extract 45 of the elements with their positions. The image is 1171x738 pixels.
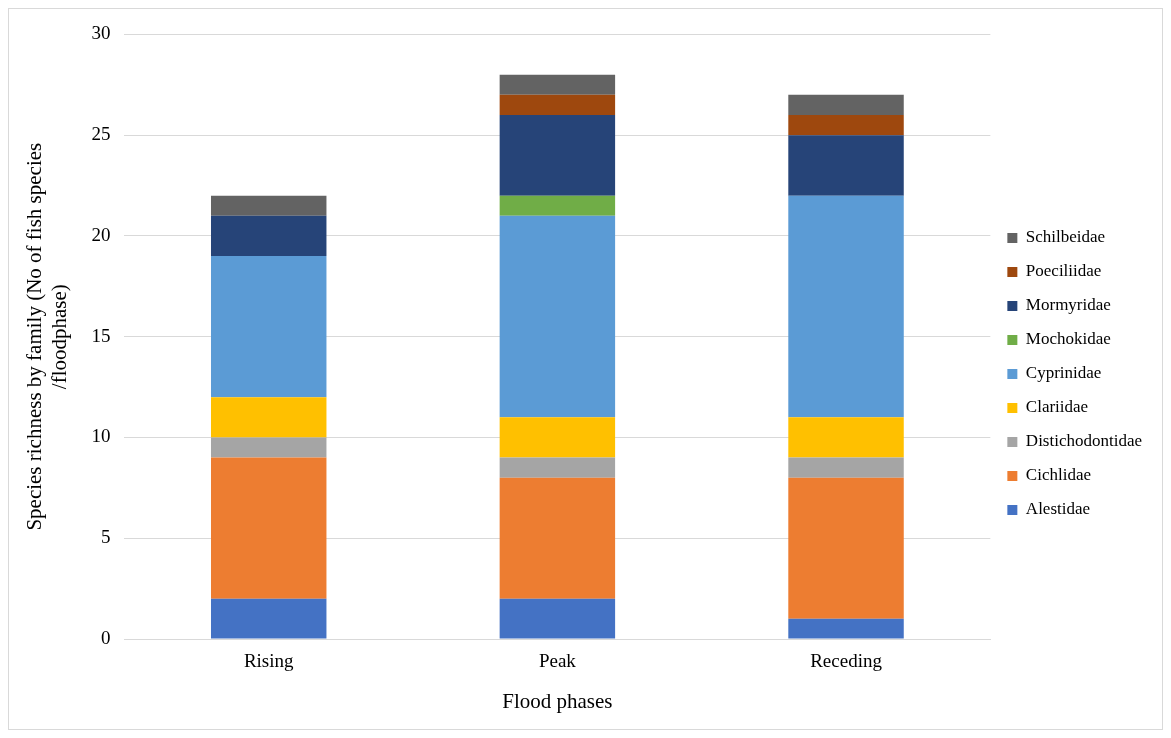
bar (211, 437, 327, 458)
legend-label: Poeciliidae (1025, 261, 1102, 281)
legend-label: Mochokidae (1025, 329, 1111, 349)
bar (211, 195, 327, 216)
bar (499, 115, 616, 196)
bar (499, 598, 616, 639)
y-tick-label: 0 (100, 626, 111, 648)
bar (788, 94, 904, 116)
x-tick-label: Receding (810, 650, 883, 672)
bar (788, 618, 904, 639)
y-tick-label: 20 (91, 223, 111, 245)
legend-label: Schilbeidae (1025, 227, 1106, 247)
legend-label: Alestidae (1025, 499, 1091, 519)
bar (499, 94, 616, 116)
bar (788, 457, 904, 478)
bar (499, 195, 616, 216)
bar (211, 215, 327, 257)
bar (499, 477, 616, 599)
bar (499, 74, 616, 95)
bar (788, 195, 904, 418)
y-tick-label: 10 (91, 425, 111, 447)
bar (788, 417, 904, 458)
bar (788, 477, 904, 619)
y-tick-label: 30 (91, 22, 111, 44)
bar (788, 115, 904, 136)
x-axis-title: Flood phases (502, 688, 613, 713)
bar (788, 135, 904, 196)
bar (499, 417, 616, 458)
legend-label: Cyprinidae (1025, 363, 1102, 383)
bar (499, 457, 616, 478)
legend-label: Distichodontidae (1025, 431, 1143, 451)
y-axis-title: Species richness by family (No of fish species /floodphase) (22, 142, 72, 531)
x-tick-label: Rising (243, 650, 295, 672)
bar (211, 598, 327, 639)
legend-label: Mormyridae (1025, 295, 1111, 315)
bar (211, 457, 327, 599)
legend-label: Clariidae (1025, 397, 1089, 417)
legend-label: Cichlidae (1025, 465, 1092, 485)
y-tick-label: 25 (91, 123, 111, 145)
bar (499, 215, 616, 418)
bar (211, 397, 327, 438)
y-tick-label: 15 (91, 324, 111, 346)
bar (211, 256, 327, 398)
x-tick-label: Peak (538, 650, 577, 672)
y-tick-label: 5 (100, 526, 111, 548)
